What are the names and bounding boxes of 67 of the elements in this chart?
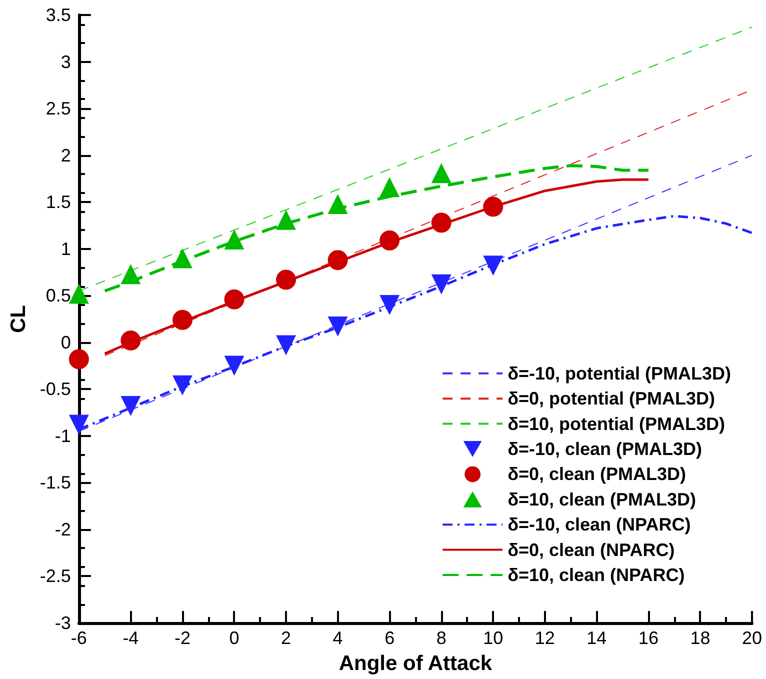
- point: [380, 177, 400, 198]
- point: [328, 194, 348, 214]
- legend-label: δ=10, clean (NPARC): [508, 565, 685, 585]
- y-tick-label: 0: [60, 332, 71, 352]
- point: [172, 248, 192, 268]
- legend-label: δ=0, clean (PMAL3D): [508, 464, 686, 484]
- point: [380, 230, 400, 250]
- point: [120, 264, 141, 284]
- point: [431, 163, 452, 184]
- y-tick-label: 3: [60, 52, 71, 72]
- y-tick-label: 2.5: [46, 98, 71, 119]
- x-tick-label: 16: [638, 628, 658, 648]
- x-tick-label: 4: [332, 628, 343, 648]
- legend-label: δ=10, potential (PMAL3D): [508, 414, 726, 434]
- x-tick-label: -6: [70, 628, 87, 648]
- point: [68, 414, 89, 435]
- x-tick-label: -2: [174, 628, 190, 648]
- x-tick-label: 18: [690, 628, 710, 648]
- point: [120, 396, 141, 416]
- x-tick-label: 6: [384, 628, 395, 648]
- legend-label: δ=10, clean (PMAL3D): [508, 489, 696, 510]
- x-tick-label: -4: [122, 628, 139, 648]
- point: [224, 229, 244, 250]
- legend-label: δ=0, clean (NPARC): [508, 540, 675, 560]
- legend-label: δ=-10, clean (NPARC): [508, 514, 691, 535]
- line-series: [103, 164, 650, 292]
- x-tick-label: 14: [586, 628, 607, 648]
- x-tick-label: 2: [281, 628, 292, 648]
- y-tick-label: -1.5: [40, 472, 71, 493]
- y-tick-label: 2: [60, 145, 71, 166]
- point: [120, 330, 141, 351]
- point: [431, 274, 452, 294]
- point: [328, 316, 348, 336]
- legend-label: δ=-10, clean (PMAL3D): [508, 439, 702, 459]
- point: [483, 196, 504, 217]
- point: [328, 250, 348, 270]
- legend-label: δ=0, potential (PMAL3D): [508, 388, 715, 409]
- y-tick-label: 1.5: [46, 192, 71, 212]
- point: [68, 284, 89, 304]
- y-axis-title: CL: [7, 304, 30, 333]
- point: [276, 270, 296, 290]
- y-tick-label: -0.5: [40, 379, 71, 400]
- x-tick-label: 8: [436, 628, 446, 648]
- y-tick-label: 0.5: [46, 286, 71, 306]
- point: [483, 256, 504, 276]
- x-tick-label: 12: [534, 628, 555, 648]
- x-tick-label: 0: [229, 628, 240, 648]
- x-tick-label: 10: [483, 628, 504, 648]
- x-axis-title: Angle of Attack: [338, 652, 492, 675]
- y-tick-label: 1: [60, 238, 71, 259]
- point: [276, 335, 296, 356]
- y-tick-label: -2: [54, 519, 71, 540]
- y-tick-label: 3.5: [46, 5, 71, 25]
- point: [172, 310, 192, 330]
- point: [172, 375, 192, 396]
- point: [224, 356, 244, 376]
- y-tick-label: -2.5: [40, 566, 71, 586]
- y-tick-label: -3: [54, 613, 71, 633]
- legend-label: δ=-10, potential (PMAL3D): [508, 363, 732, 384]
- point: [431, 212, 452, 233]
- line-series: [104, 178, 650, 355]
- x-tick-label: 20: [742, 628, 762, 648]
- point: [68, 349, 89, 370]
- point: [380, 294, 400, 315]
- point: [224, 289, 244, 310]
- y-tick-label: -1: [54, 426, 71, 446]
- point: [276, 210, 296, 230]
